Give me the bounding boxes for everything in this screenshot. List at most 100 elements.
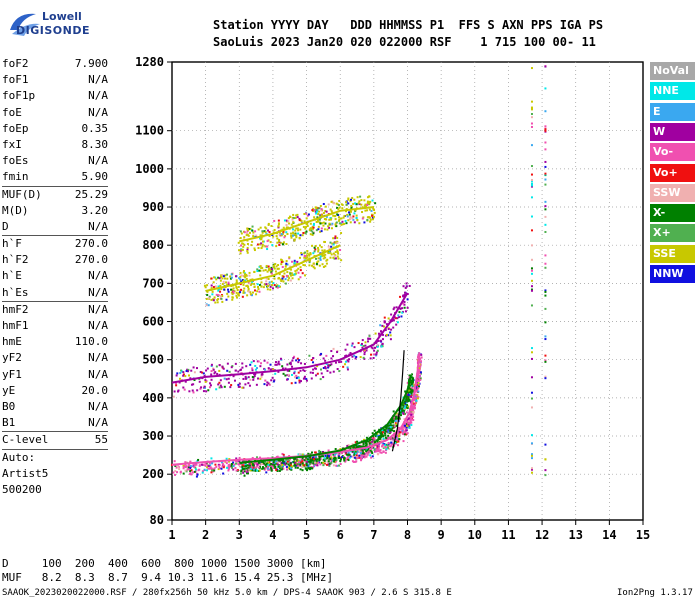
echo-point (208, 461, 211, 464)
echo-point (396, 417, 399, 420)
echo-point (339, 249, 342, 252)
echo-point (544, 469, 547, 472)
echo-point (245, 472, 248, 475)
echo-point (324, 256, 327, 259)
footer-file-info: SAAOK_2023020022000.RSF / 280fx256h 50 k… (2, 588, 452, 598)
echo-point (393, 430, 396, 433)
echo-point (286, 363, 289, 366)
echo-point (313, 208, 316, 211)
echo-point (207, 297, 210, 300)
echo-point (248, 463, 251, 466)
echo-point (265, 232, 268, 235)
echo-point (293, 355, 296, 358)
echo-point (289, 265, 292, 268)
y-tick-label: 500 (142, 353, 164, 367)
echo-point (207, 467, 210, 470)
echo-point (234, 362, 237, 365)
echo-point (241, 386, 244, 389)
echo-point (184, 469, 187, 472)
echo-point (309, 461, 312, 464)
echo-point (312, 460, 315, 463)
echo-point (277, 285, 280, 288)
echo-point (265, 245, 268, 248)
echo-point (336, 213, 339, 216)
echo-point (405, 397, 408, 400)
echo-point (388, 422, 391, 425)
echo-point (262, 269, 265, 272)
echo-point (294, 233, 297, 236)
param-name: yF1 (2, 367, 22, 381)
echo-point (182, 464, 185, 467)
echo-point (308, 457, 311, 460)
echo-point (405, 404, 408, 407)
param-name: B1 (2, 416, 16, 430)
echo-point (266, 381, 269, 384)
echo-point (322, 376, 325, 379)
echo-point (270, 284, 273, 287)
echo-point (249, 283, 252, 286)
echo-point (189, 469, 192, 472)
echo-point (296, 466, 299, 469)
echo-point (285, 260, 288, 263)
echo-point (345, 453, 348, 456)
echo-point (363, 448, 366, 451)
echo-point (413, 397, 416, 400)
echo-point (356, 457, 359, 460)
y-tick-label: 700 (142, 276, 164, 290)
echo-point (406, 425, 409, 428)
echo-point (182, 467, 185, 470)
echo-point (272, 282, 275, 285)
echo-point (312, 462, 315, 465)
echo-point (301, 460, 304, 463)
echo-point (344, 363, 347, 366)
echo-point (276, 468, 279, 471)
echo-point (397, 426, 400, 429)
echo-point (246, 227, 249, 230)
echo-point (414, 390, 417, 393)
echo-point (235, 287, 238, 290)
echo-point (315, 262, 318, 265)
echo-point (408, 395, 411, 398)
echo-point (260, 267, 263, 270)
echo-point (195, 463, 198, 466)
param-name: foE (2, 105, 22, 119)
echo-point (336, 351, 339, 354)
echo-point (544, 458, 547, 461)
param-row: h`F 270.0 (2, 236, 108, 252)
echo-point (275, 265, 278, 268)
echo-point (258, 465, 261, 468)
logo-text-lowell: Lowell (42, 10, 82, 23)
echo-point (371, 455, 374, 458)
echo-point (333, 458, 336, 461)
echo-point (260, 375, 263, 378)
echo-point (272, 462, 275, 465)
echo-point (259, 274, 262, 277)
echo-point (360, 457, 363, 460)
echo-point (371, 452, 374, 455)
echo-point (350, 344, 353, 347)
echo-point (245, 471, 248, 474)
echo-point (530, 112, 533, 115)
echo-point (303, 220, 306, 223)
echo-point (217, 463, 220, 466)
echo-point (286, 378, 289, 381)
echo-point (353, 445, 356, 448)
echo-point (235, 279, 238, 282)
echo-point (544, 65, 547, 68)
echo-point (418, 367, 421, 370)
echo-point (318, 218, 321, 221)
echo-point (415, 388, 418, 391)
echo-point (391, 429, 394, 432)
echo-point (211, 469, 214, 472)
echo-point (270, 466, 273, 469)
echo-point (306, 460, 309, 463)
param-value: N/A (88, 319, 108, 332)
echo-point (190, 469, 193, 472)
echo-point (274, 361, 277, 364)
echo-point (183, 388, 186, 391)
echo-point (384, 451, 387, 454)
echo-point (245, 273, 248, 276)
echo-point (351, 443, 354, 446)
echo-point (406, 432, 409, 435)
